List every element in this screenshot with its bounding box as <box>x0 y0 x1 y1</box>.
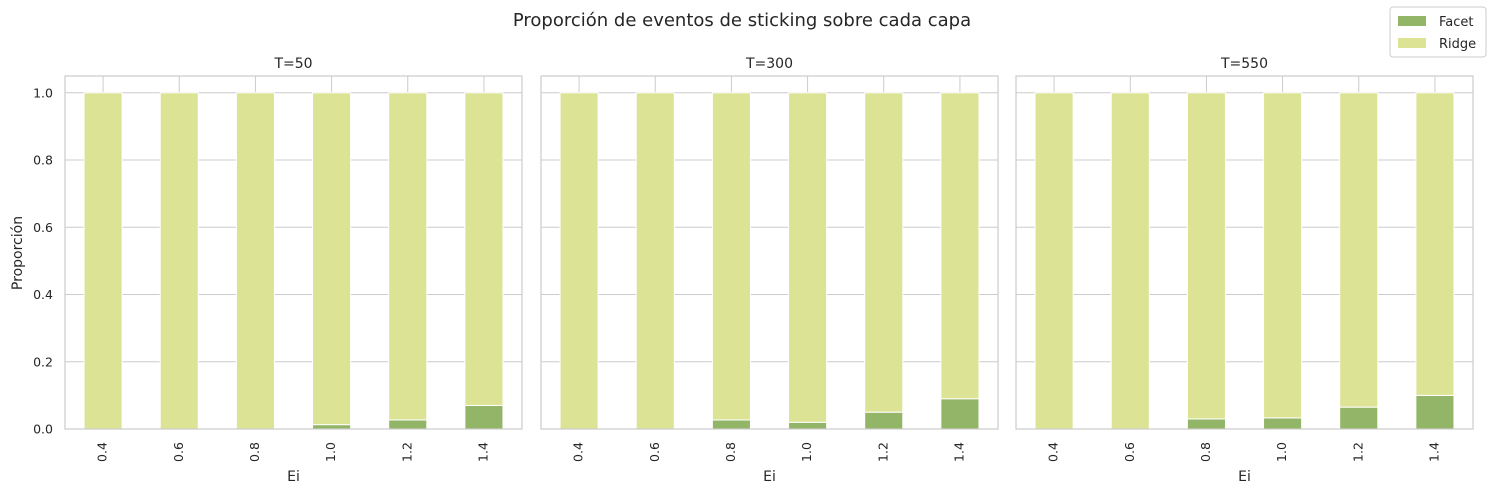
panel-2-bar-facet-0-8 <box>711 419 751 430</box>
panel-1-y-tick-label: 0.8 <box>33 153 53 168</box>
panel-3-frame <box>1015 75 1474 430</box>
panel-1-x-tick-label: 1.0 <box>323 442 338 462</box>
panel-1-x-tick-label: 1.2 <box>399 442 414 462</box>
panel-2-x-tick-label: 0.4 <box>571 442 586 462</box>
legend-swatch-ridge <box>1398 38 1426 48</box>
panel-2-bar-ridge-0-8 <box>711 92 751 421</box>
panel-1-x-tick-label: 0.8 <box>247 442 262 462</box>
panel-2-bar-facet-1-2 <box>864 411 904 430</box>
panel-3-bar-facet-1-0 <box>1263 417 1303 430</box>
panel-3-bar-ridge-0-4 <box>1034 92 1074 430</box>
panel-2-background <box>541 76 998 429</box>
panel-3: T=550 0.4 0.6 0.8 1.0 1.2 1.4 Ei <box>1015 56 1474 485</box>
panel-2-x-tick-label: 0.8 <box>723 442 738 462</box>
panel-3-bar-ridge-1-0 <box>1263 92 1303 419</box>
panel-2-x-tick-label: 1.2 <box>875 442 890 462</box>
panel-1-y-tick-label: 0.2 <box>33 354 53 369</box>
panel-1-x-axis-label: Ei <box>287 469 300 485</box>
panel-2-bar-ridge-0-4 <box>559 92 599 430</box>
panel-3-title: T=550 <box>1220 56 1268 72</box>
panel-1-background <box>65 76 522 429</box>
panel-2-x-axis-label: Ei <box>763 469 776 485</box>
panel-2-x-tick-label: 1.0 <box>799 442 814 462</box>
panel-1-title: T=50 <box>273 56 312 72</box>
panel-1-bar-ridge-1-2 <box>388 92 428 421</box>
panel-2: T=300 0.4 0.6 0.8 1.0 1.2 1.4 Ei <box>540 56 999 485</box>
panel-2-bar-ridge-0-6 <box>635 92 675 430</box>
panel-3-x-tick-label: 1.0 <box>1274 442 1289 462</box>
panel-1-bar-ridge-0-4 <box>83 92 123 430</box>
panel-1-y-tick-label: 1.0 <box>33 85 53 100</box>
panel-3-x-axis-label: Ei <box>1238 469 1251 485</box>
panel-2-title: T=300 <box>745 56 793 72</box>
panel-2-bar-ridge-1-0 <box>788 92 828 423</box>
panel-3-bar-ridge-0-8 <box>1186 92 1226 420</box>
panel-1-x-tick-label: 1.4 <box>475 442 490 462</box>
panel-3-bar-facet-0-8 <box>1186 418 1226 430</box>
legend: Facet Ridge <box>1389 6 1487 58</box>
panel-2-bar-facet-1-4 <box>940 398 980 430</box>
panel-1-y-tick-label: 0.6 <box>33 220 53 235</box>
panel-1-y-tick-label: 0.4 <box>33 287 53 302</box>
panel-2-x-tick-label: 1.4 <box>951 442 966 462</box>
legend-label-ridge: Ridge <box>1439 37 1476 52</box>
panel-1: T=50 0.4 0.6 0.8 1.0 1.2 1.4 Ei 0.0 0.2 0.4 0.6 0.8 1… <box>33 56 523 485</box>
panel-2-frame <box>540 75 999 430</box>
panel-1-x-tick-label: 0.6 <box>171 442 186 462</box>
panel-1-bar-ridge-1-4 <box>464 92 504 406</box>
panel-3-bar-facet-1-4 <box>1415 394 1455 430</box>
panel-1-bar-ridge-1-0 <box>312 92 352 426</box>
panel-3-x-tick-label: 0.8 <box>1198 442 1213 462</box>
panel-3-x-tick-label: 1.2 <box>1350 442 1365 462</box>
legend-swatch-facet <box>1398 16 1426 26</box>
y-axis-label: Proporción <box>10 216 26 290</box>
panel-3-bar-ridge-1-2 <box>1339 92 1379 408</box>
panel-3-bar-ridge-0-6 <box>1110 92 1150 430</box>
panel-1-x-tick-label: 0.4 <box>95 442 110 462</box>
panel-3-bar-ridge-1-4 <box>1415 92 1455 396</box>
panel-3-background <box>1016 76 1473 429</box>
legend-label-facet: Facet <box>1439 15 1474 30</box>
figure-title: Proporción de eventos de sticking sobre … <box>513 10 971 31</box>
panel-3-x-tick-label: 1.4 <box>1426 442 1441 462</box>
panel-1-bar-facet-1-0 <box>312 424 352 430</box>
panel-1-y-tick-label: 0.0 <box>33 422 53 437</box>
panel-3-bar-facet-1-2 <box>1339 406 1379 430</box>
panel-2-bar-facet-1-0 <box>788 421 828 430</box>
panel-1-frame <box>64 75 523 430</box>
panel-2-bar-ridge-1-4 <box>940 92 980 400</box>
panel-3-x-tick-label: 0.4 <box>1046 442 1061 462</box>
panels: T=50 0.4 0.6 0.8 1.0 1.2 1.4 Ei 0.0 0.2 0.4 0.6 0.8 1… <box>33 56 1474 485</box>
panel-3-x-tick-label: 0.6 <box>1122 442 1137 462</box>
panel-1-bar-facet-1-4 <box>464 404 504 430</box>
panel-2-bar-ridge-1-2 <box>864 92 904 413</box>
panel-1-bar-ridge-0-6 <box>159 92 199 430</box>
panel-1-bar-ridge-0-8 <box>235 92 275 430</box>
panel-1-bar-facet-1-2 <box>388 419 428 430</box>
panel-2-x-tick-label: 0.6 <box>647 442 662 462</box>
